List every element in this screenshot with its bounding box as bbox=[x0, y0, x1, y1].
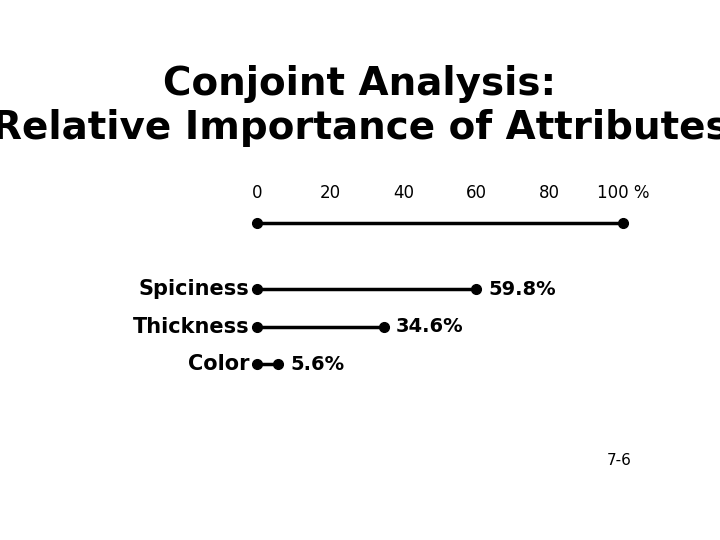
Text: 80: 80 bbox=[539, 184, 560, 202]
Text: 20: 20 bbox=[320, 184, 341, 202]
Text: Color: Color bbox=[187, 354, 249, 374]
Text: 34.6%: 34.6% bbox=[396, 318, 464, 336]
Text: 0: 0 bbox=[252, 184, 263, 202]
Text: 40: 40 bbox=[393, 184, 414, 202]
Text: 100 %: 100 % bbox=[597, 184, 649, 202]
Text: 60: 60 bbox=[466, 184, 487, 202]
Text: 59.8%: 59.8% bbox=[488, 280, 556, 299]
Text: 7-6: 7-6 bbox=[606, 453, 631, 468]
Text: Thickness: Thickness bbox=[132, 317, 249, 337]
Text: Conjoint Analysis:
Relative Importance of Attributes: Conjoint Analysis: Relative Importance o… bbox=[0, 65, 720, 147]
Text: Spiciness: Spiciness bbox=[138, 279, 249, 299]
Text: 5.6%: 5.6% bbox=[290, 355, 344, 374]
